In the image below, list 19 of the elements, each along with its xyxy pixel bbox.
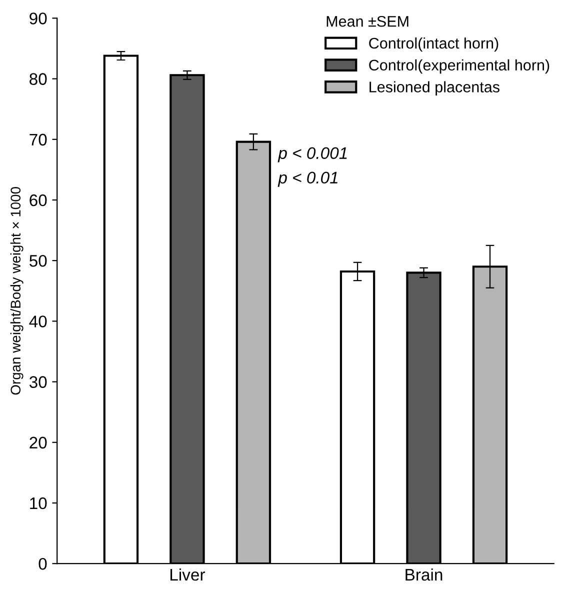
y-tick-label: 80 xyxy=(30,73,47,85)
legend-title: Mean ±SEM xyxy=(326,16,408,27)
y-tick-label: 30 xyxy=(29,376,47,388)
x-tick-label: Brain xyxy=(406,568,442,581)
y-tick-label: 0 xyxy=(38,558,47,570)
y-tick-label: 50 xyxy=(30,254,47,267)
legend-label: Control(experimental horn) xyxy=(369,59,550,74)
y-tick-label: 90 xyxy=(30,12,47,24)
annotation: p < 0.01 xyxy=(278,172,338,187)
annotation: p < 0.001 xyxy=(278,147,347,162)
y-tick-label: 10 xyxy=(30,497,47,510)
legend-label: Control(intact horn) xyxy=(369,37,498,52)
y-tick-label: 20 xyxy=(30,436,47,449)
y-tick-label: 70 xyxy=(30,134,47,146)
y-tick-label: 40 xyxy=(29,316,47,328)
x-tick-label: Liver xyxy=(170,568,205,581)
legend-label: Lesioned placentas xyxy=(370,81,500,96)
y-axis-title: Organ weight/Body weight × 1000 xyxy=(10,186,24,395)
y-tick-label: 60 xyxy=(30,194,47,206)
